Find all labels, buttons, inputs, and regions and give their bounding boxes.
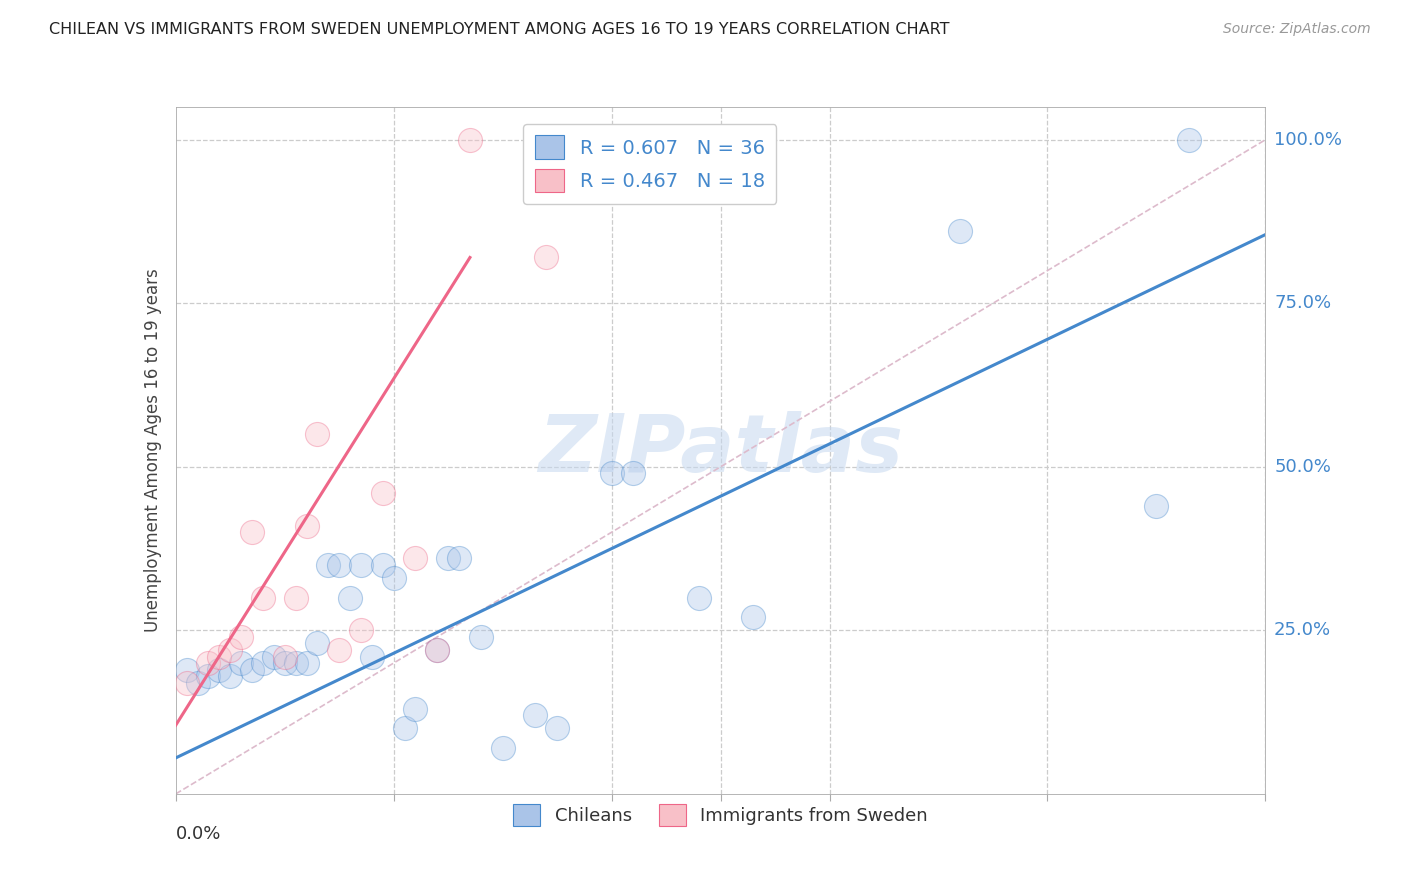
Point [524, 708, 547, 723]
Point [240, 663, 263, 677]
Point [426, 643, 449, 657]
Text: ZIPatlas: ZIPatlas [538, 411, 903, 490]
Point [274, 656, 297, 670]
Legend: Chileans, Immigrants from Sweden: Chileans, Immigrants from Sweden [506, 797, 935, 833]
Point [949, 224, 972, 238]
Point [307, 636, 329, 650]
Point [360, 649, 382, 664]
Point [492, 741, 515, 756]
Text: 50.0%: 50.0% [1274, 458, 1331, 475]
Point [186, 675, 209, 690]
Text: 100.0%: 100.0% [1274, 131, 1343, 149]
Point [197, 669, 219, 683]
Point [176, 675, 198, 690]
Point [470, 630, 492, 644]
Point [458, 133, 481, 147]
Point [394, 722, 416, 736]
Point [371, 558, 394, 572]
Text: 75.0%: 75.0% [1274, 294, 1331, 312]
Point [284, 591, 307, 605]
Point [231, 656, 253, 670]
Point [208, 649, 231, 664]
Point [339, 591, 361, 605]
Point [426, 643, 449, 657]
Point [252, 656, 274, 670]
Text: Source: ZipAtlas.com: Source: ZipAtlas.com [1223, 22, 1371, 37]
Point [284, 656, 307, 670]
Point [1144, 499, 1167, 513]
Point [307, 427, 329, 442]
Point [328, 558, 350, 572]
Point [405, 551, 427, 566]
Y-axis label: Unemployment Among Ages 16 to 19 years: Unemployment Among Ages 16 to 19 years [143, 268, 162, 632]
Point [295, 518, 318, 533]
Point [240, 525, 263, 540]
Point [274, 649, 297, 664]
Point [176, 663, 198, 677]
Point [350, 624, 373, 638]
Point [600, 467, 623, 481]
Point [318, 558, 340, 572]
Point [447, 551, 470, 566]
Point [371, 486, 394, 500]
Point [742, 610, 765, 624]
Point [208, 663, 231, 677]
Text: 25.0%: 25.0% [1274, 622, 1331, 640]
Point [219, 643, 242, 657]
Point [405, 702, 427, 716]
Point [382, 571, 405, 585]
Point [688, 591, 710, 605]
Point [252, 591, 274, 605]
Point [197, 656, 219, 670]
Point [1178, 133, 1201, 147]
Point [350, 558, 373, 572]
Text: CHILEAN VS IMMIGRANTS FROM SWEDEN UNEMPLOYMENT AMONG AGES 16 TO 19 YEARS CORRELA: CHILEAN VS IMMIGRANTS FROM SWEDEN UNEMPL… [49, 22, 949, 37]
Text: 0.0%: 0.0% [176, 825, 221, 843]
Point [546, 722, 568, 736]
Point [328, 643, 350, 657]
Point [219, 669, 242, 683]
Point [263, 649, 285, 664]
Point [295, 656, 318, 670]
Point [231, 630, 253, 644]
Point [534, 251, 557, 265]
Point [437, 551, 460, 566]
Point [621, 467, 644, 481]
